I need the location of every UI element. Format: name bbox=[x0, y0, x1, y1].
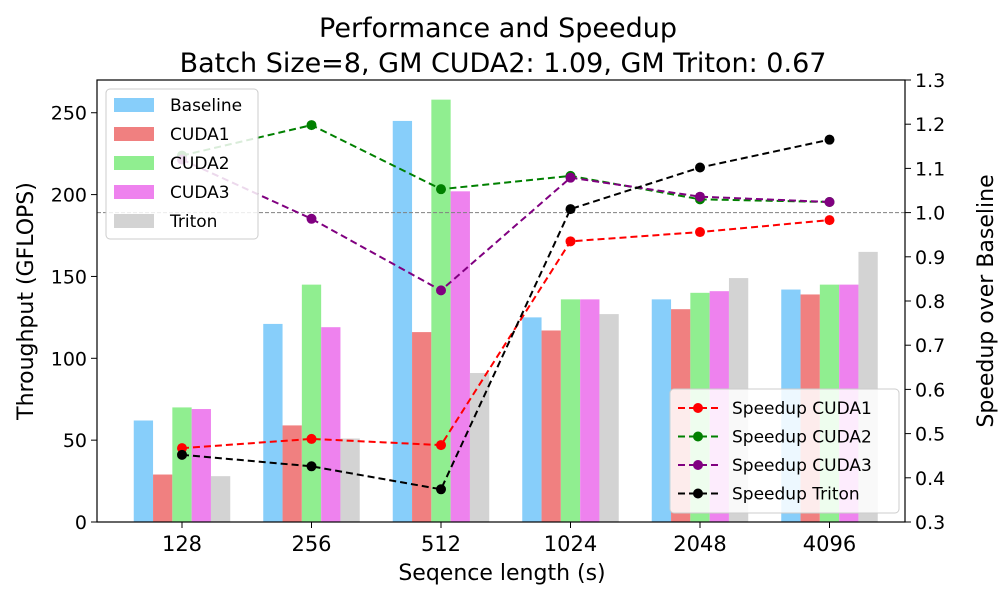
point-speedup-cuda1-2048 bbox=[695, 227, 705, 238]
bar-cuda3-256 bbox=[321, 327, 341, 522]
y2-tick-label: 1.1 bbox=[915, 158, 945, 180]
legend-swatch-triton bbox=[114, 214, 154, 228]
legend-label-speedup-cuda1: Speedup CUDA1 bbox=[732, 399, 872, 419]
legend-marker-speedup-triton bbox=[693, 488, 703, 499]
bar-cuda3-1024 bbox=[580, 299, 600, 522]
bar-cuda1-512 bbox=[412, 332, 432, 522]
y2-tick-label: 0.4 bbox=[915, 468, 945, 490]
legend-label-triton: Triton bbox=[169, 212, 217, 232]
line-speedup-cuda2 bbox=[181, 124, 830, 203]
y2-tick-label: 1.3 bbox=[915, 70, 945, 92]
point-speedup-cuda3-256 bbox=[306, 213, 317, 224]
bar-triton-128 bbox=[210, 476, 231, 522]
legend-swatch-cuda1 bbox=[114, 127, 154, 141]
x-tick-label: 128 bbox=[162, 532, 202, 556]
legend-label-cuda3: CUDA3 bbox=[170, 183, 230, 203]
point-speedup-cuda2-512 bbox=[436, 184, 446, 195]
legend-lines: Speedup CUDA1 Speedup CUDA2 Speedup CUDA3 S… bbox=[669, 388, 900, 514]
bar-baseline-128 bbox=[133, 420, 154, 522]
point-speedup-triton-128 bbox=[177, 449, 187, 460]
bar-cuda2-128 bbox=[172, 407, 192, 522]
point-speedup-cuda1-512 bbox=[436, 440, 446, 451]
bar-cuda3-512 bbox=[450, 191, 470, 522]
point-speedup-cuda2-256 bbox=[306, 120, 317, 131]
point-speedup-triton-2048 bbox=[695, 162, 705, 173]
chart-subtitle: Batch Size=8, GM CUDA2: 1.09, GM Triton:… bbox=[180, 48, 827, 79]
legend-label-speedup-triton: Speedup Triton bbox=[732, 485, 860, 505]
bar-triton-256 bbox=[340, 438, 360, 522]
legend-swatch-cuda2 bbox=[114, 156, 154, 170]
bar-cuda2-512 bbox=[431, 99, 451, 523]
point-speedup-triton-1024 bbox=[565, 204, 576, 215]
bar-cuda1-256 bbox=[282, 425, 302, 522]
bar-cuda2-256 bbox=[301, 284, 322, 522]
legend-label-speedup-cuda2: Speedup CUDA2 bbox=[732, 428, 872, 448]
bar-cuda1-128 bbox=[153, 474, 173, 522]
chart-title: Performance and Speedup bbox=[319, 13, 677, 44]
x-tick-label: 256 bbox=[291, 532, 331, 556]
legend-swatch-cuda3 bbox=[114, 185, 154, 199]
legend-marker-speedup-cuda2 bbox=[693, 431, 703, 442]
y2-tick-label: 1.2 bbox=[915, 114, 945, 136]
legend-label-cuda2: CUDA2 bbox=[170, 154, 230, 174]
bar-triton-512 bbox=[469, 373, 490, 522]
point-speedup-cuda1-1024 bbox=[565, 236, 576, 247]
bar-baseline-2048 bbox=[651, 299, 672, 522]
point-speedup-cuda3-1024 bbox=[565, 172, 576, 183]
bar-baseline-256 bbox=[263, 323, 283, 522]
point-speedup-cuda3-2048 bbox=[695, 191, 705, 202]
y-tick-label: 50 bbox=[63, 430, 87, 452]
legend-bars-frame bbox=[105, 88, 259, 240]
point-speedup-cuda3-4096 bbox=[824, 196, 835, 207]
y-tick-label: 0 bbox=[75, 512, 87, 534]
bar-triton-1024 bbox=[599, 314, 619, 522]
legend-label-baseline: Baseline bbox=[170, 96, 242, 116]
y2-tick-label: 1.0 bbox=[915, 203, 945, 225]
line-speedup-cuda1 bbox=[181, 219, 830, 450]
legend-bars: Baseline CUDA1 CUDA2 CUDA3 Triton bbox=[105, 88, 259, 240]
line-speedup-cuda3 bbox=[181, 158, 830, 292]
point-speedup-triton-256 bbox=[306, 461, 317, 472]
point-speedup-triton-512 bbox=[436, 484, 446, 495]
bar-baseline-512 bbox=[392, 120, 413, 522]
y2-tick-label: 0.7 bbox=[915, 335, 945, 357]
legend-marker-speedup-cuda1 bbox=[693, 403, 703, 413]
x-tick-label: 1024 bbox=[544, 532, 597, 556]
legend-swatch-baseline bbox=[114, 98, 154, 112]
y-tick-label: 100 bbox=[51, 348, 87, 370]
legend-label-cuda1: CUDA1 bbox=[170, 125, 230, 145]
y-axis-label: Throughput (GFLOPS) bbox=[14, 182, 39, 421]
legend-lines-frame bbox=[669, 388, 900, 514]
legend-label-speedup-cuda3: Speedup CUDA3 bbox=[732, 456, 872, 476]
point-speedup-cuda1-256 bbox=[306, 433, 317, 444]
y2-axis-label: Speedup over Baseline bbox=[974, 174, 999, 427]
y-axis-left: 0 50 100 150 200 250 bbox=[51, 103, 97, 534]
point-speedup-triton-4096 bbox=[824, 134, 835, 145]
y-tick-label: 250 bbox=[51, 103, 87, 125]
bar-cuda2-1024 bbox=[560, 299, 581, 522]
bar-baseline-1024 bbox=[522, 317, 542, 522]
x-tick-label: 2048 bbox=[673, 532, 726, 556]
x-tick-label: 4096 bbox=[803, 532, 856, 556]
legend-marker-speedup-cuda3 bbox=[693, 460, 703, 470]
x-tick-label: 512 bbox=[421, 532, 461, 556]
bar-cuda3-128 bbox=[191, 409, 211, 522]
point-speedup-cuda1-4096 bbox=[824, 215, 835, 226]
y2-tick-label: 0.6 bbox=[915, 379, 945, 401]
line-speedup-triton bbox=[181, 138, 830, 491]
y2-tick-label: 0.8 bbox=[915, 291, 945, 313]
bar-cuda1-1024 bbox=[541, 330, 561, 522]
point-speedup-cuda3-512 bbox=[436, 285, 446, 296]
y2-tick-label: 0.5 bbox=[915, 424, 945, 446]
y-tick-label: 150 bbox=[51, 266, 87, 288]
y2-tick-label: 0.3 bbox=[915, 512, 945, 534]
y-axis-right: 0.3 0.4 0.5 0.6 0.7 0.8 0.9 1.0 1.1 1.2 1.3 bbox=[905, 70, 945, 534]
y-tick-label: 200 bbox=[51, 185, 87, 207]
line-group bbox=[177, 120, 835, 495]
y2-tick-label: 0.9 bbox=[915, 247, 945, 269]
x-axis-label: Seqence length (s) bbox=[398, 561, 605, 586]
x-axis: 128 256 512 1024 2048 4096 bbox=[162, 522, 856, 556]
